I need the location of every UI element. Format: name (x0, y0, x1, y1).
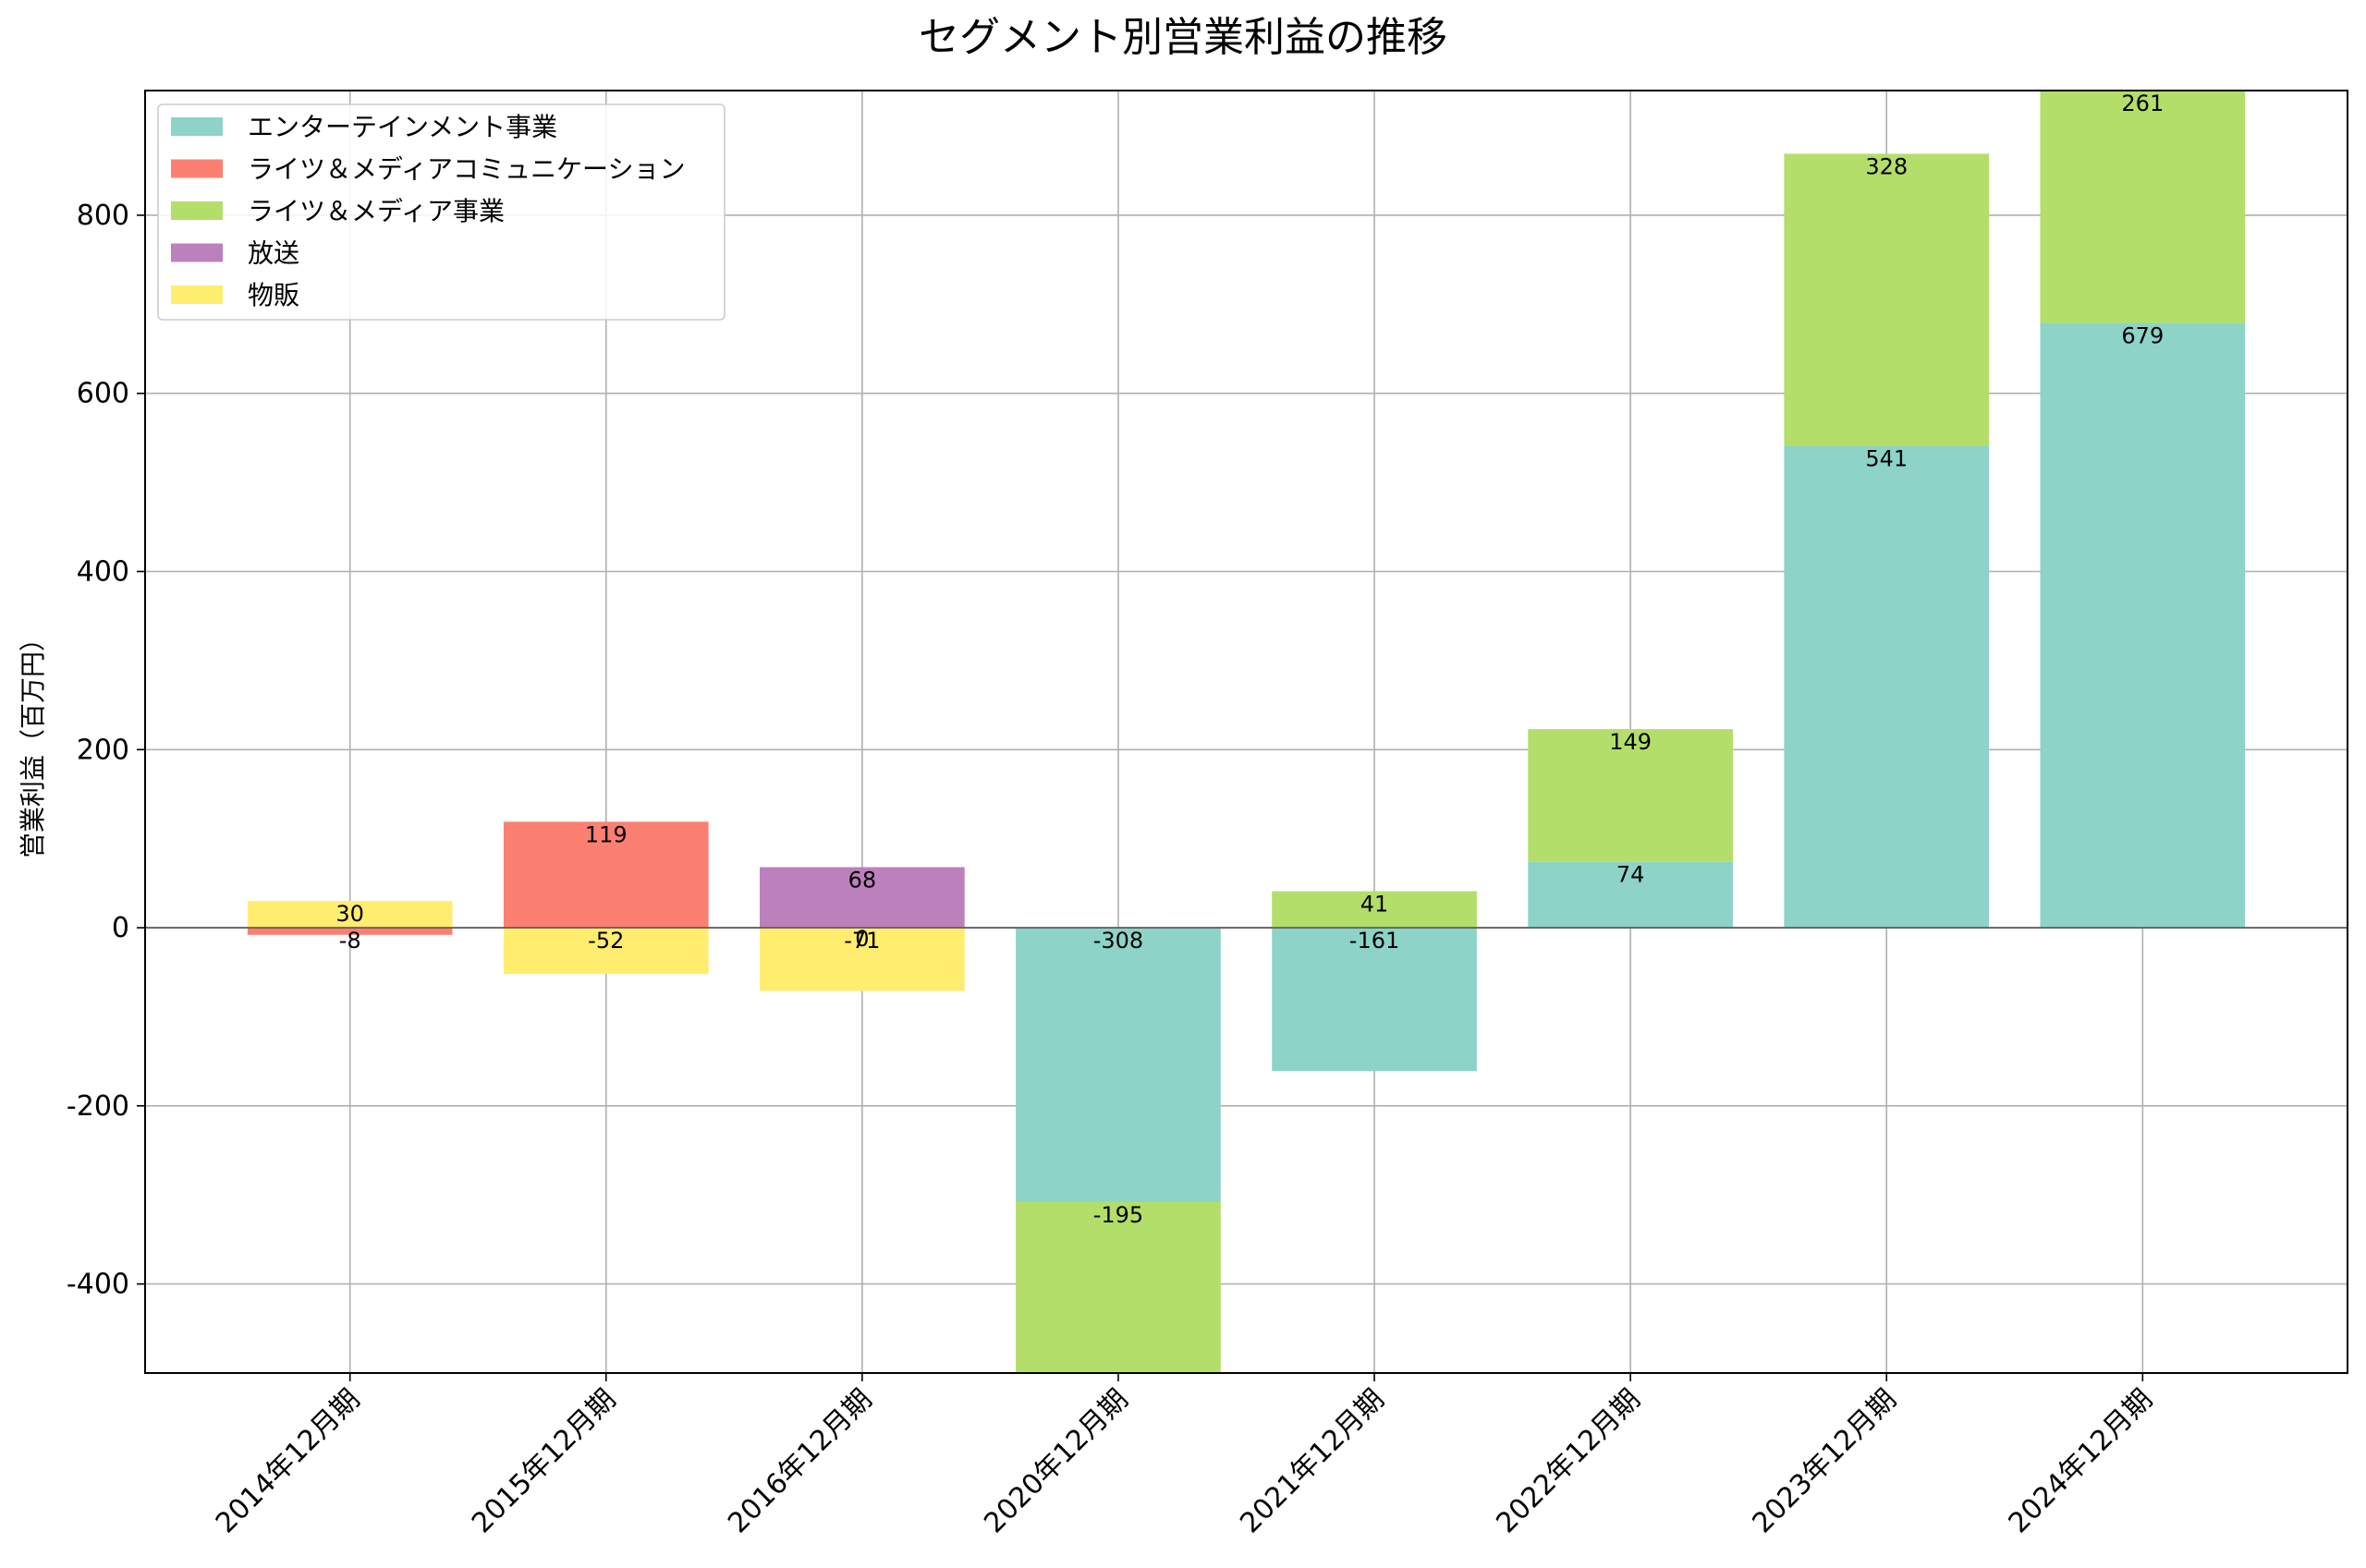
data-label: 74 (1616, 862, 1645, 888)
x-tick-label: 2023年12月期 (1747, 1383, 1903, 1539)
bar-segment (1784, 445, 1990, 929)
data-label: -71 (844, 928, 880, 954)
legend-label: ライツ＆メディア事業 (248, 196, 505, 226)
data-label: -195 (1093, 1202, 1143, 1228)
bar-segment (760, 867, 965, 929)
data-label: 149 (1609, 729, 1652, 755)
bar-segment (1528, 729, 1733, 862)
y-tick-label: 200 (77, 734, 129, 766)
bar-segment (1272, 891, 1477, 929)
bar-segment (1016, 928, 1221, 1202)
x-tick-label: 2015年12月期 (466, 1383, 622, 1539)
data-label: -308 (1093, 928, 1143, 954)
bar-segment (247, 928, 453, 935)
x-tick-label: 2014年12月期 (210, 1383, 366, 1539)
bar-segment (503, 928, 709, 975)
data-label: 119 (585, 821, 628, 847)
bar-segment (247, 901, 453, 929)
x-tick-label: 2021年12月期 (1234, 1383, 1390, 1539)
data-label: 261 (2121, 91, 2164, 116)
y-axis-title: 営業利益（百万円） (18, 626, 48, 858)
legend-label: 物販 (248, 280, 299, 310)
bar-segment (1272, 928, 1477, 1072)
legend-swatch (171, 159, 223, 178)
bar-segment (760, 928, 965, 991)
bar-segment (2040, 91, 2246, 323)
data-label: 541 (1865, 446, 1908, 472)
chart-title: セグメント別営業利益の推移 (919, 14, 1447, 61)
bars-layer (247, 91, 2246, 1373)
legend-swatch (171, 286, 223, 304)
y-tick-label: 800 (77, 200, 129, 232)
bar-segment (2040, 322, 2246, 929)
bar-segment (1528, 861, 1733, 929)
data-label: -52 (588, 928, 624, 954)
x-tick-label: 2020年12月期 (978, 1383, 1134, 1539)
y-tick-label: 0 (112, 912, 129, 944)
legend-label: ライツ＆メディアコミュニケーション (248, 154, 685, 185)
y-tick-label: -200 (67, 1090, 129, 1123)
y-tick-label: 600 (77, 378, 129, 410)
legend: エンターテインメント事業ライツ＆メディアコミュニケーションライツ＆メディア事業放… (157, 103, 726, 321)
legend-swatch (171, 201, 223, 220)
legend-label: 放送 (248, 238, 299, 269)
x-tick-label: 2016年12月期 (722, 1383, 878, 1539)
data-label: -8 (339, 928, 361, 954)
plot-frame-layer (144, 90, 2348, 1374)
data-label: 41 (1360, 892, 1389, 918)
y-tick-label: -400 (67, 1269, 129, 1301)
bar-segment (1016, 1201, 1221, 1373)
y-tick-label: 400 (77, 556, 129, 589)
data-label: 328 (1865, 153, 1908, 179)
legend-swatch (171, 117, 223, 136)
plot-frame (144, 90, 2348, 1374)
data-label: 30 (335, 901, 364, 927)
bar-segment (503, 821, 709, 929)
data-label: 0 (855, 926, 869, 952)
data-label: -161 (1349, 928, 1399, 954)
data-label: 679 (2121, 323, 2164, 349)
legend-box (157, 103, 726, 321)
legend-swatch (171, 243, 223, 262)
x-tick-label: 2024年12月期 (2003, 1383, 2159, 1539)
bar-segment (1784, 153, 1990, 446)
data-label: 68 (848, 868, 877, 893)
legend-label: エンターテインメント事業 (248, 112, 557, 142)
x-tick-label: 2022年12月期 (1490, 1383, 1646, 1539)
data-labels-layer: 30-8 119 -52 68 0-71 -308 -195 41 -161 149 74 328 54… (335, 91, 2164, 1228)
